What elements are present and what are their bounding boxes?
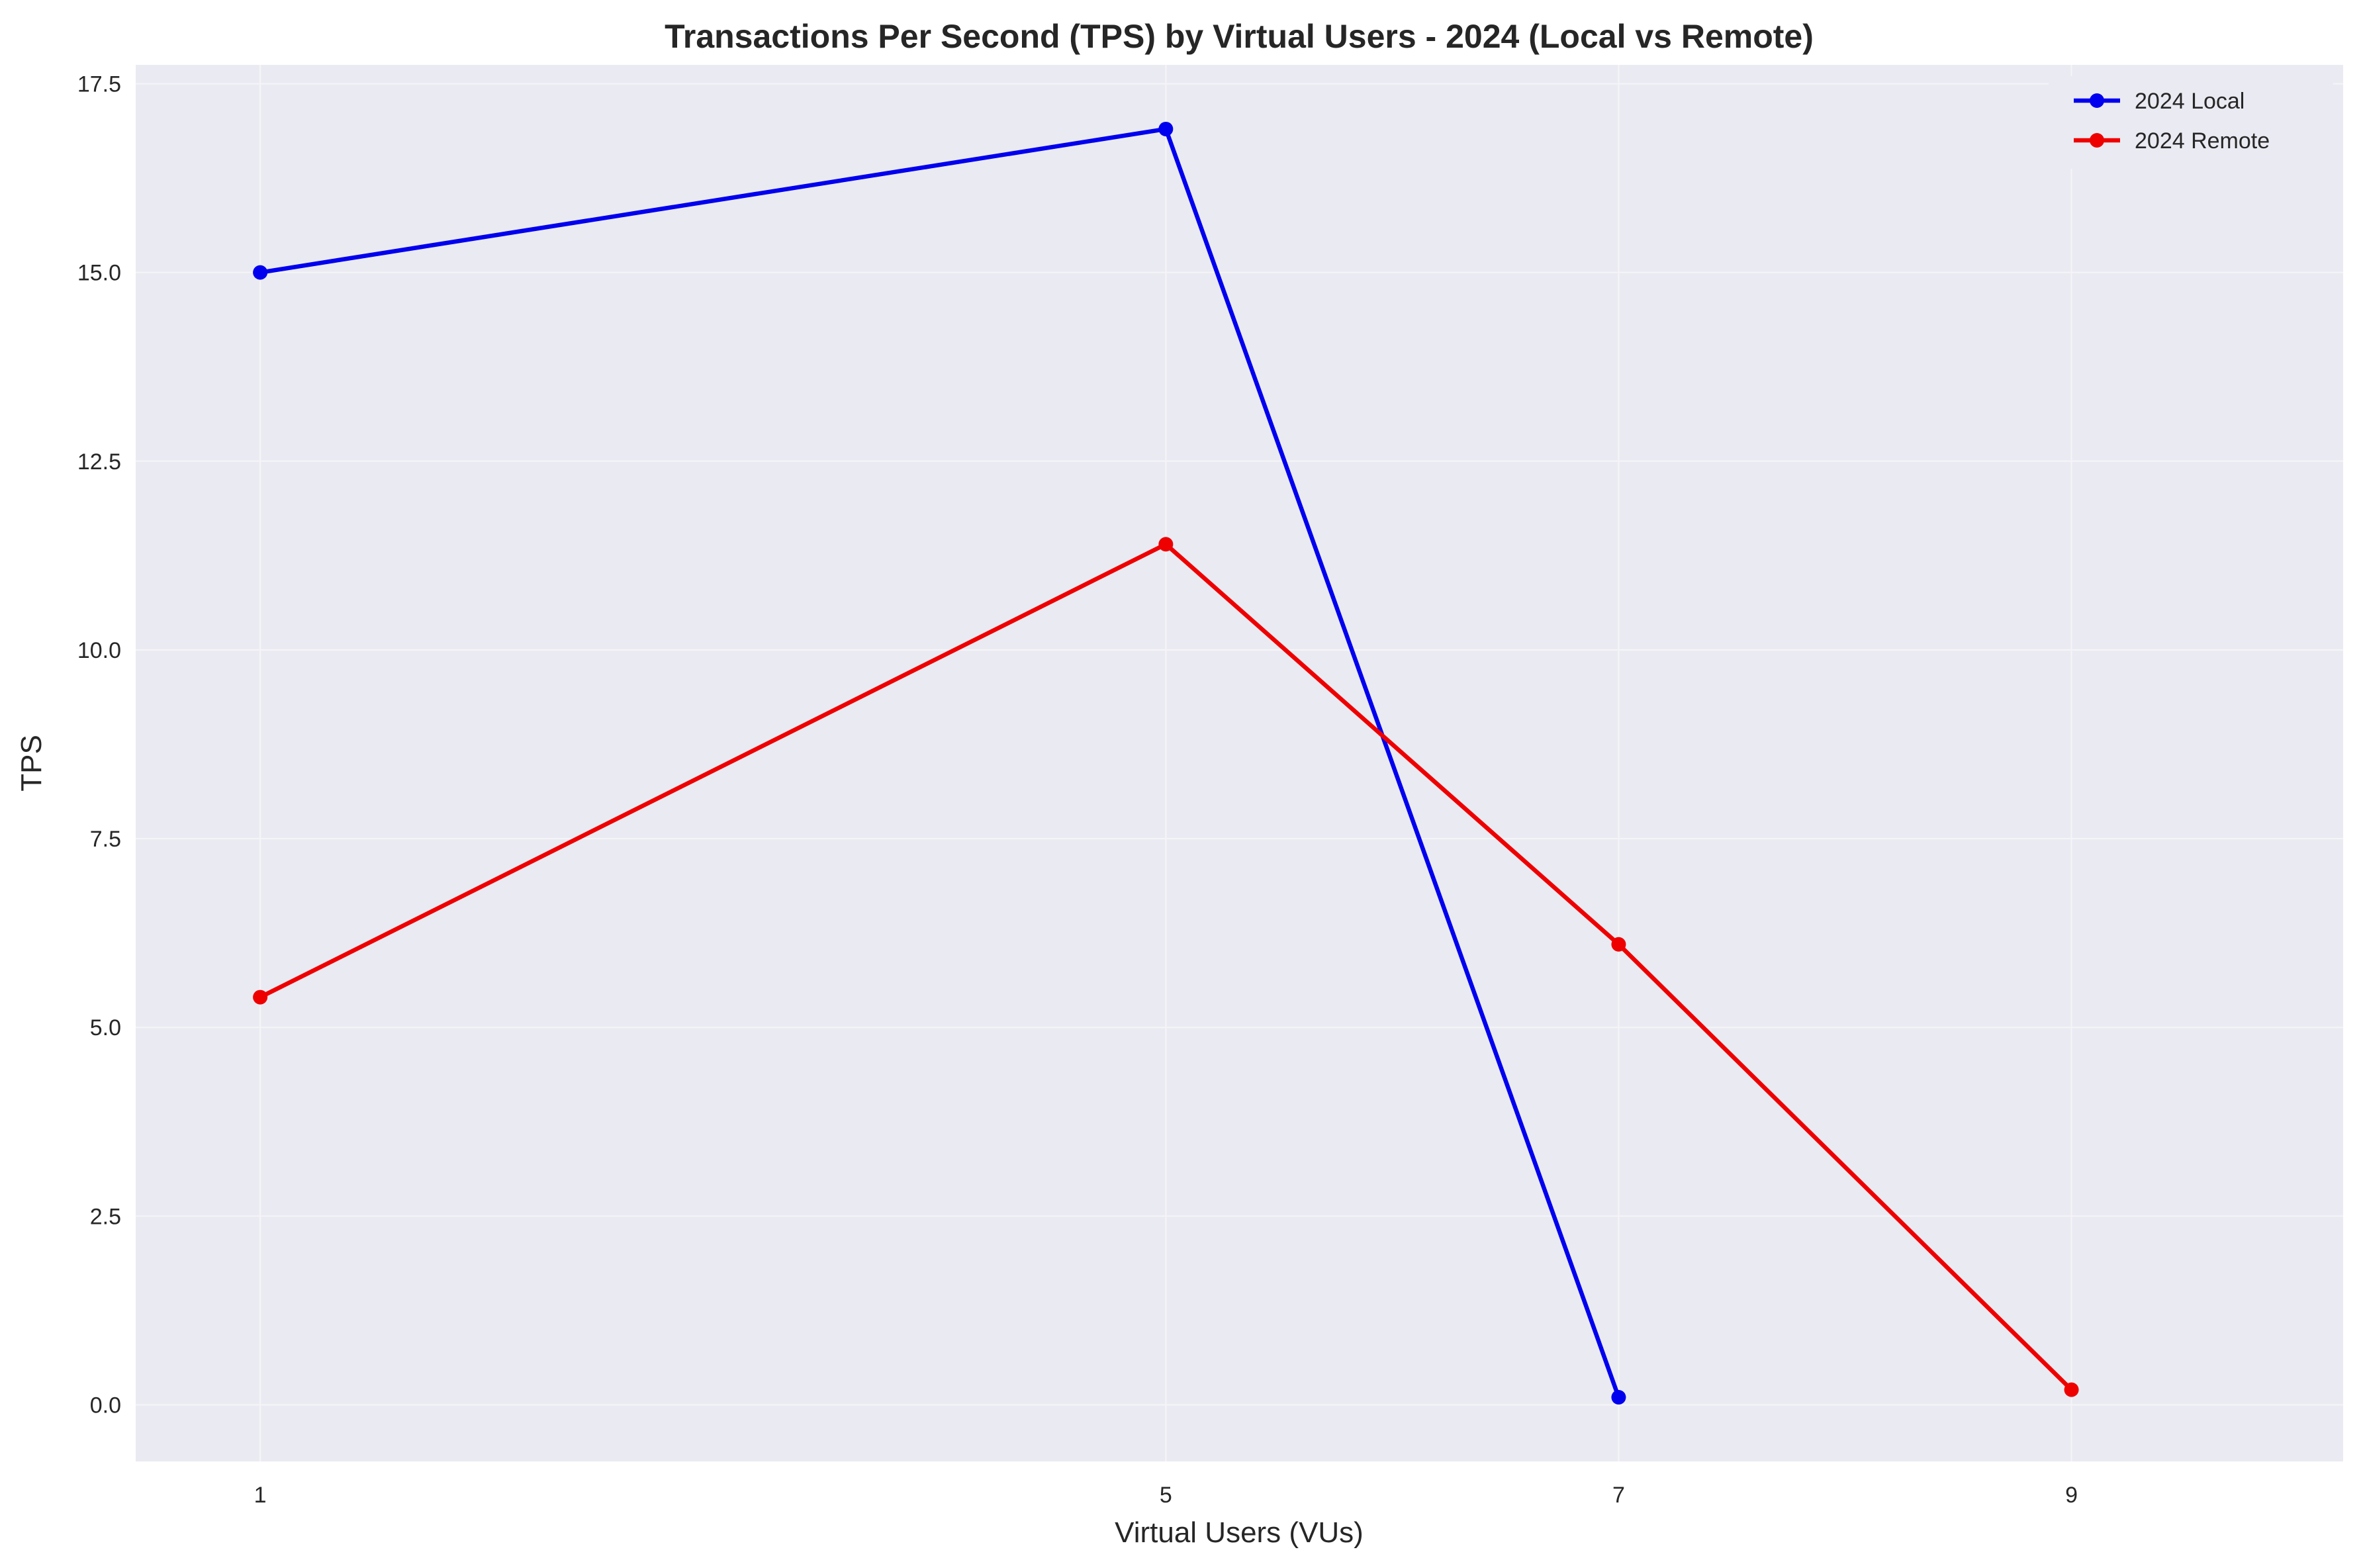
y-tick-label: 17.5 — [77, 72, 121, 97]
legend-marker-2024-remote — [2090, 133, 2104, 148]
legend-label-2024-remote: 2024 Remote — [2135, 128, 2270, 154]
y-tick-label: 0.0 — [90, 1393, 121, 1418]
x-tick-label: 9 — [2065, 1483, 2078, 1508]
data-point-2024-remote — [1158, 537, 1174, 552]
data-point-2024-remote — [2064, 1382, 2079, 1397]
x-tick-label: 1 — [254, 1483, 267, 1508]
y-tick-label: 5.0 — [90, 1015, 121, 1040]
legend-marker-2024-local — [2090, 93, 2104, 108]
series-layer — [253, 121, 2079, 1405]
legend-label-2024-local: 2024 Local — [2135, 89, 2245, 114]
y-tick-label: 15.0 — [77, 261, 121, 286]
y-axis-label: TPS — [15, 735, 48, 792]
y-tick-label: 2.5 — [90, 1204, 121, 1229]
x-axis-label: Virtual Users (VUs) — [1115, 1516, 1364, 1549]
chart-title: Transactions Per Second (TPS) by Virtual… — [665, 18, 1814, 55]
x-tick-label: 7 — [1612, 1483, 1625, 1508]
grid — [136, 65, 2343, 1461]
data-point-2024-remote — [1611, 937, 1626, 952]
plot-background — [136, 65, 2343, 1461]
legend: 2024 Local 2024 Remote — [2049, 76, 2333, 169]
y-tick-label: 12.5 — [77, 449, 121, 475]
series-line-2024-remote — [257, 541, 2074, 1392]
x-tick-label: 5 — [1160, 1483, 1172, 1508]
data-point-2024-remote — [253, 990, 268, 1005]
y-tick-label: 10.0 — [77, 638, 121, 663]
data-point-2024-local — [1158, 121, 1174, 136]
data-point-2024-local — [253, 265, 268, 280]
data-point-2024-local — [1611, 1390, 1626, 1405]
y-axis: 0.0 2.5 5.0 7.5 10.0 12.5 15.0 17.5 — [77, 72, 121, 1418]
y-tick-label: 7.5 — [90, 827, 121, 852]
